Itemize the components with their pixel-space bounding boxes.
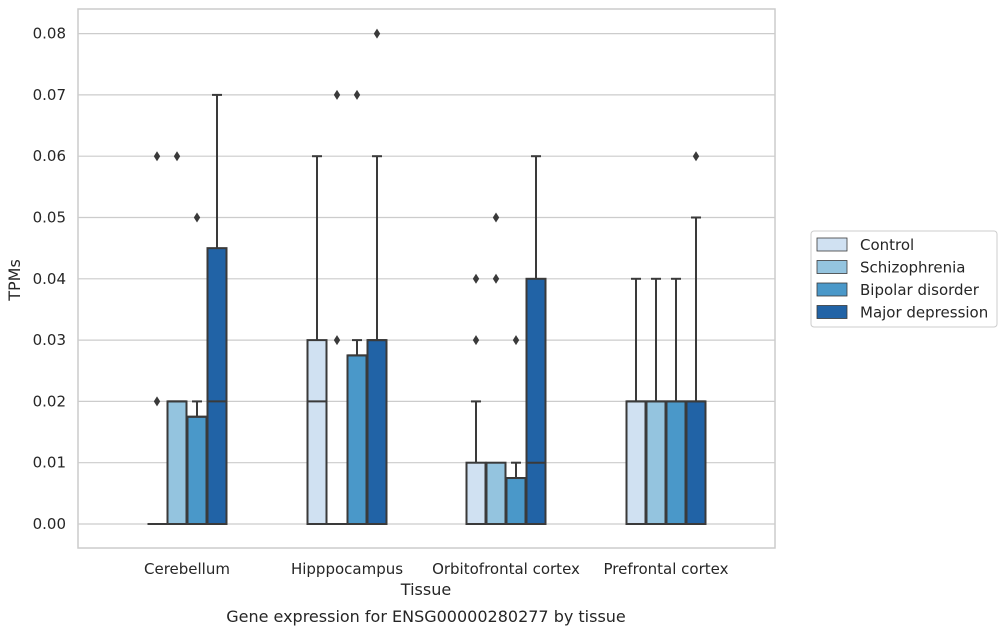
box-element — [625, 277, 647, 525]
box-element — [327, 89, 347, 525]
box-body — [625, 400, 647, 525]
box-element — [346, 89, 368, 525]
box-element — [306, 155, 328, 525]
box-body — [645, 400, 667, 525]
box-element — [665, 277, 687, 525]
outlier-point — [492, 212, 500, 223]
box-body — [685, 400, 707, 525]
box-body — [366, 339, 388, 525]
box-body — [186, 415, 208, 526]
y-tick-label: 0.04 — [33, 270, 66, 288]
outlier-point — [692, 151, 700, 162]
outlier-point — [333, 89, 341, 100]
legend-label: Bipolar disorder — [860, 281, 980, 299]
y-axis-label: TPMs — [5, 259, 24, 302]
y-axis-ticks: 0.00 0.01 0.02 0.03 0.04 0.05 0.06 0.07 0.08 — [33, 25, 66, 533]
box-element — [505, 335, 527, 525]
legend-label: Schizophrenia — [860, 259, 965, 277]
outlier-point — [193, 212, 201, 223]
box-body — [206, 247, 228, 525]
box-element — [147, 151, 167, 525]
legend: Control Schizophrenia Bipolar disorder Majo… — [810, 230, 998, 328]
box-body — [465, 461, 487, 526]
y-tick-label: 0.08 — [33, 25, 66, 43]
legend-swatch — [816, 305, 848, 319]
series-major-depression — [206, 28, 707, 525]
series-bipolar-disorder — [186, 89, 687, 526]
y-tick-label: 0.03 — [33, 331, 66, 349]
box-element — [645, 277, 667, 525]
outlier-point — [333, 335, 341, 346]
x-tick-label: Prefrontal cortex — [604, 560, 729, 578]
plot-area-frame — [77, 8, 776, 549]
box-body — [346, 354, 368, 525]
box-body — [525, 277, 547, 525]
y-tick-label: 0.07 — [33, 86, 66, 104]
box-body — [665, 400, 687, 525]
y-tick-label: 0.02 — [33, 392, 66, 410]
box-body — [166, 400, 188, 525]
chart-caption: Gene expression for ENSG00000280277 by t… — [226, 607, 626, 626]
legend-swatch — [816, 282, 848, 297]
outlier-point — [512, 335, 520, 346]
box-body — [485, 461, 507, 526]
outlier-point — [153, 151, 161, 162]
legend-swatch — [816, 237, 848, 252]
y-tick-label: 0.05 — [33, 209, 66, 227]
x-tick-label: Hipppocampus — [291, 560, 403, 578]
box-element — [525, 155, 547, 525]
box-body — [306, 339, 328, 525]
legend-label: Major depression — [860, 304, 988, 322]
legend-swatch — [816, 260, 848, 274]
outlier-point — [492, 273, 500, 284]
x-tick-label: Orbitofrontal cortex — [432, 560, 580, 578]
series-schizophrenia — [166, 89, 667, 526]
box-element — [366, 28, 388, 525]
x-tick-label: Cerebellum — [144, 560, 230, 578]
series-control — [147, 151, 647, 526]
box-element — [485, 212, 507, 526]
box-element — [186, 212, 208, 526]
outlier-point — [373, 28, 381, 39]
legend-frame — [810, 230, 998, 328]
box-element — [206, 93, 228, 525]
box-body — [505, 477, 527, 525]
outlier-point — [153, 396, 161, 407]
box-series — [147, 28, 707, 526]
outlier-point — [472, 273, 480, 284]
outlier-point — [472, 335, 480, 346]
outlier-point — [353, 89, 361, 100]
y-tick-label: 0.06 — [33, 147, 66, 165]
box-element — [685, 151, 707, 525]
outlier-point — [173, 151, 181, 162]
x-axis-ticks: Cerebellum Hipppocampus Orbitofrontal cort… — [144, 560, 729, 578]
box-element — [465, 273, 487, 526]
legend-label: Control — [860, 236, 914, 254]
y-tick-label: 0.00 — [33, 515, 66, 533]
y-tick-label: 0.01 — [33, 454, 66, 472]
box-element — [166, 151, 188, 525]
x-axis-label: Tissue — [400, 580, 451, 599]
